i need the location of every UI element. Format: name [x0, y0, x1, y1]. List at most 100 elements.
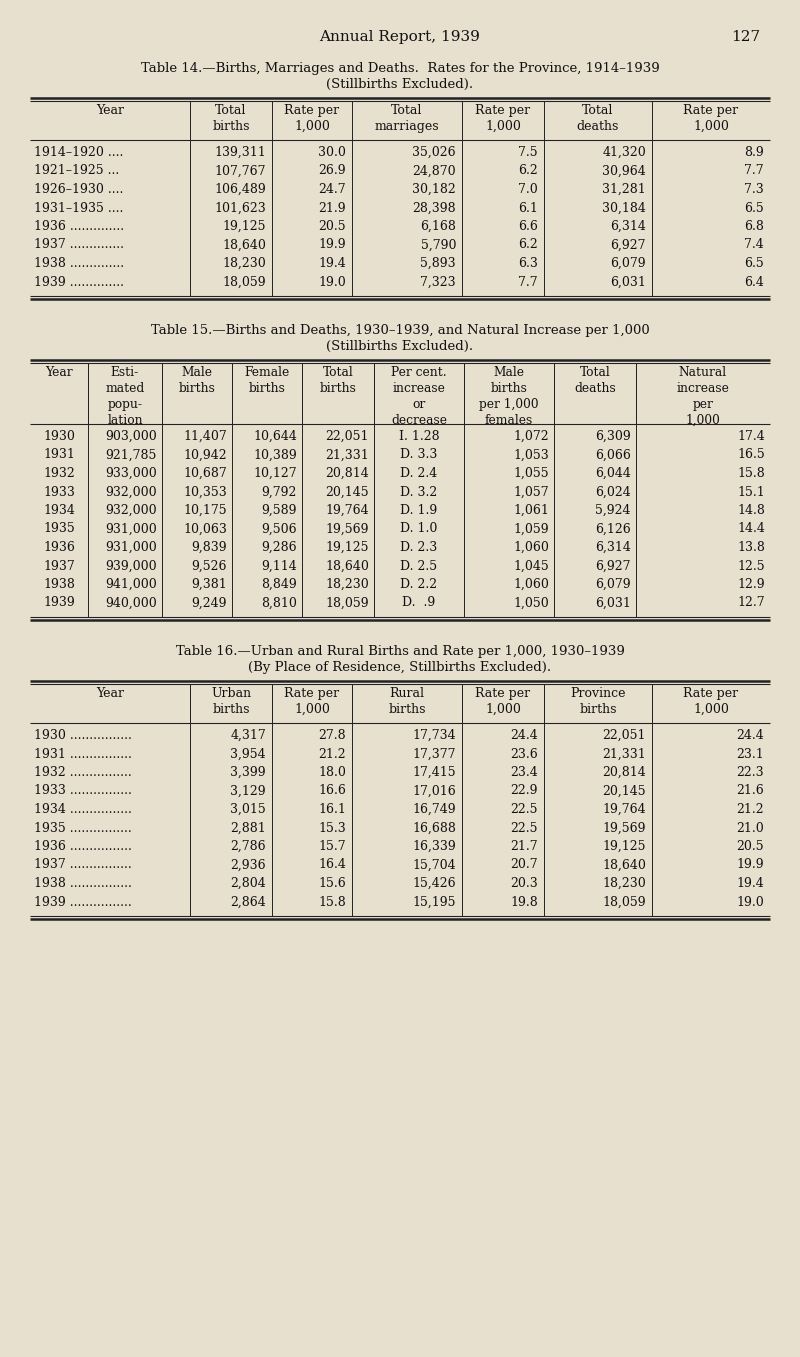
- Text: 15,195: 15,195: [413, 896, 456, 908]
- Text: 7.5: 7.5: [518, 147, 538, 159]
- Text: 1935 ................: 1935 ................: [34, 821, 132, 835]
- Text: 6.4: 6.4: [744, 275, 764, 289]
- Text: 19.4: 19.4: [318, 256, 346, 270]
- Text: 23.6: 23.6: [510, 748, 538, 760]
- Text: 3,129: 3,129: [230, 784, 266, 798]
- Text: Rate per
1,000: Rate per 1,000: [683, 104, 738, 133]
- Text: 16.1: 16.1: [318, 803, 346, 816]
- Text: 16.4: 16.4: [318, 859, 346, 871]
- Text: 1931 ................: 1931 ................: [34, 748, 132, 760]
- Text: 21,331: 21,331: [326, 449, 369, 461]
- Text: 18,230: 18,230: [222, 256, 266, 270]
- Text: 21,331: 21,331: [602, 748, 646, 760]
- Text: 1934 ................: 1934 ................: [34, 803, 132, 816]
- Text: 20.5: 20.5: [318, 220, 346, 233]
- Text: 2,804: 2,804: [230, 877, 266, 890]
- Text: 19,125: 19,125: [602, 840, 646, 854]
- Text: 1,060: 1,060: [513, 541, 549, 554]
- Text: 6,168: 6,168: [420, 220, 456, 233]
- Text: 18.0: 18.0: [318, 765, 346, 779]
- Text: 31,281: 31,281: [602, 183, 646, 195]
- Text: 1914–1920 ....: 1914–1920 ....: [34, 147, 123, 159]
- Text: 21.9: 21.9: [318, 201, 346, 214]
- Text: Female
births: Female births: [244, 366, 290, 395]
- Text: 12.5: 12.5: [738, 559, 765, 573]
- Text: 30,964: 30,964: [602, 164, 646, 178]
- Text: 22.5: 22.5: [510, 803, 538, 816]
- Text: 1936: 1936: [43, 541, 75, 554]
- Text: 8,849: 8,849: [262, 578, 297, 592]
- Text: 17,377: 17,377: [413, 748, 456, 760]
- Text: 6,079: 6,079: [595, 578, 631, 592]
- Text: 1933 ................: 1933 ................: [34, 784, 132, 798]
- Text: 27.8: 27.8: [318, 729, 346, 742]
- Text: D.  .9: D. .9: [402, 597, 436, 609]
- Text: 17.4: 17.4: [738, 430, 765, 442]
- Text: 7.3: 7.3: [744, 183, 764, 195]
- Text: D. 3.2: D. 3.2: [400, 486, 438, 498]
- Text: 30,184: 30,184: [602, 201, 646, 214]
- Text: 3,399: 3,399: [230, 765, 266, 779]
- Text: (Stillbirths Excluded).: (Stillbirths Excluded).: [326, 341, 474, 353]
- Text: 1937: 1937: [43, 559, 75, 573]
- Text: 20.5: 20.5: [736, 840, 764, 854]
- Text: 6,927: 6,927: [610, 239, 646, 251]
- Text: 1938 ................: 1938 ................: [34, 877, 132, 890]
- Text: 18,640: 18,640: [602, 859, 646, 871]
- Text: 26.9: 26.9: [318, 164, 346, 178]
- Text: 15,426: 15,426: [412, 877, 456, 890]
- Text: Esti-
mated
popu-
lation: Esti- mated popu- lation: [106, 366, 145, 427]
- Text: 1,050: 1,050: [514, 597, 549, 609]
- Text: 3,954: 3,954: [230, 748, 266, 760]
- Text: 1934: 1934: [43, 503, 75, 517]
- Text: (By Place of Residence, Stillbirths Excluded).: (By Place of Residence, Stillbirths Excl…: [249, 661, 551, 674]
- Text: 6,126: 6,126: [595, 522, 631, 536]
- Text: 22,051: 22,051: [326, 430, 369, 442]
- Text: 1,059: 1,059: [514, 522, 549, 536]
- Text: 921,785: 921,785: [106, 449, 157, 461]
- Text: 139,311: 139,311: [214, 147, 266, 159]
- Text: 1939 ................: 1939 ................: [34, 896, 132, 908]
- Text: 6,024: 6,024: [595, 486, 631, 498]
- Text: 15.8: 15.8: [738, 467, 765, 480]
- Text: Total
births: Total births: [319, 366, 357, 395]
- Text: 6,927: 6,927: [595, 559, 631, 573]
- Text: 19,569: 19,569: [326, 522, 369, 536]
- Text: 19,125: 19,125: [222, 220, 266, 233]
- Text: 106,489: 106,489: [214, 183, 266, 195]
- Text: 17,734: 17,734: [412, 729, 456, 742]
- Text: 7.7: 7.7: [744, 164, 764, 178]
- Text: D. 2.4: D. 2.4: [400, 467, 438, 480]
- Text: 19,125: 19,125: [326, 541, 369, 554]
- Text: 1937 ..............: 1937 ..............: [34, 239, 124, 251]
- Text: 3,015: 3,015: [230, 803, 266, 816]
- Text: 15.8: 15.8: [318, 896, 346, 908]
- Text: 19.4: 19.4: [736, 877, 764, 890]
- Text: 9,286: 9,286: [262, 541, 297, 554]
- Text: 931,000: 931,000: [106, 541, 157, 554]
- Text: 1938 ..............: 1938 ..............: [34, 256, 124, 270]
- Text: 1,055: 1,055: [514, 467, 549, 480]
- Text: 2,881: 2,881: [230, 821, 266, 835]
- Text: Table 16.—Urban and Rural Births and Rate per 1,000, 1930–1939: Table 16.—Urban and Rural Births and Rat…: [175, 645, 625, 658]
- Text: 30,182: 30,182: [412, 183, 456, 195]
- Text: 19.9: 19.9: [736, 859, 764, 871]
- Text: 6.6: 6.6: [518, 220, 538, 233]
- Text: 2,786: 2,786: [230, 840, 266, 854]
- Text: Male
births: Male births: [178, 366, 215, 395]
- Text: 1933: 1933: [43, 486, 75, 498]
- Text: 1931: 1931: [43, 449, 75, 461]
- Text: 933,000: 933,000: [106, 467, 157, 480]
- Text: 24.4: 24.4: [736, 729, 764, 742]
- Text: 4,317: 4,317: [230, 729, 266, 742]
- Text: 6.5: 6.5: [744, 256, 764, 270]
- Text: 940,000: 940,000: [106, 597, 157, 609]
- Text: 15.6: 15.6: [318, 877, 346, 890]
- Text: Total
deaths: Total deaths: [577, 104, 619, 133]
- Text: 6.5: 6.5: [744, 201, 764, 214]
- Text: Male
births
per 1,000
females: Male births per 1,000 females: [479, 366, 539, 427]
- Text: 6,044: 6,044: [595, 467, 631, 480]
- Text: Rural
births: Rural births: [388, 687, 426, 716]
- Text: 1939: 1939: [43, 597, 75, 609]
- Text: 18,059: 18,059: [602, 896, 646, 908]
